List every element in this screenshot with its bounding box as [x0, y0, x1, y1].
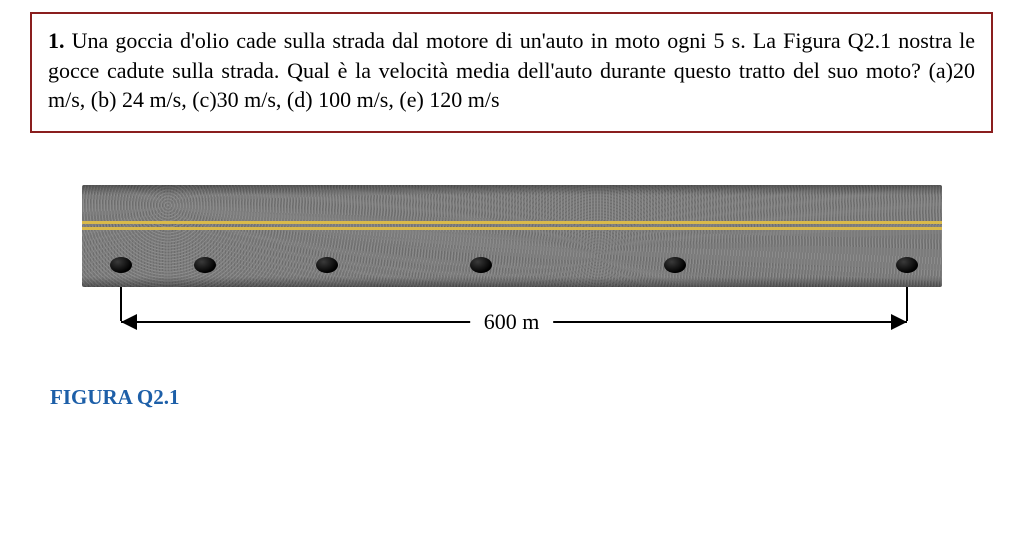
oil-drop: [110, 257, 132, 273]
dimension-label: 600 m: [470, 309, 554, 335]
problem-box: 1. Una goccia d'olio cade sulla strada d…: [30, 12, 993, 133]
oil-drop: [194, 257, 216, 273]
problem-number: 1.: [48, 28, 65, 53]
oil-drop: [896, 257, 918, 273]
figure-caption: FIGURA Q2.1: [50, 385, 973, 410]
dimension-arrow-left: [121, 314, 137, 330]
problem-text: Una goccia d'olio cade sulla strada dal …: [48, 28, 975, 112]
dimension-line: 600 m: [82, 287, 942, 357]
figure-area: 600 m FIGURA Q2.1: [30, 185, 993, 410]
oil-drop: [470, 257, 492, 273]
road: [82, 185, 942, 287]
road-wrap: 600 m: [82, 185, 942, 357]
page: 1. Una goccia d'olio cade sulla strada d…: [0, 0, 1023, 533]
oil-drop: [316, 257, 338, 273]
dimension-arrow-right: [891, 314, 907, 330]
oil-drop: [664, 257, 686, 273]
